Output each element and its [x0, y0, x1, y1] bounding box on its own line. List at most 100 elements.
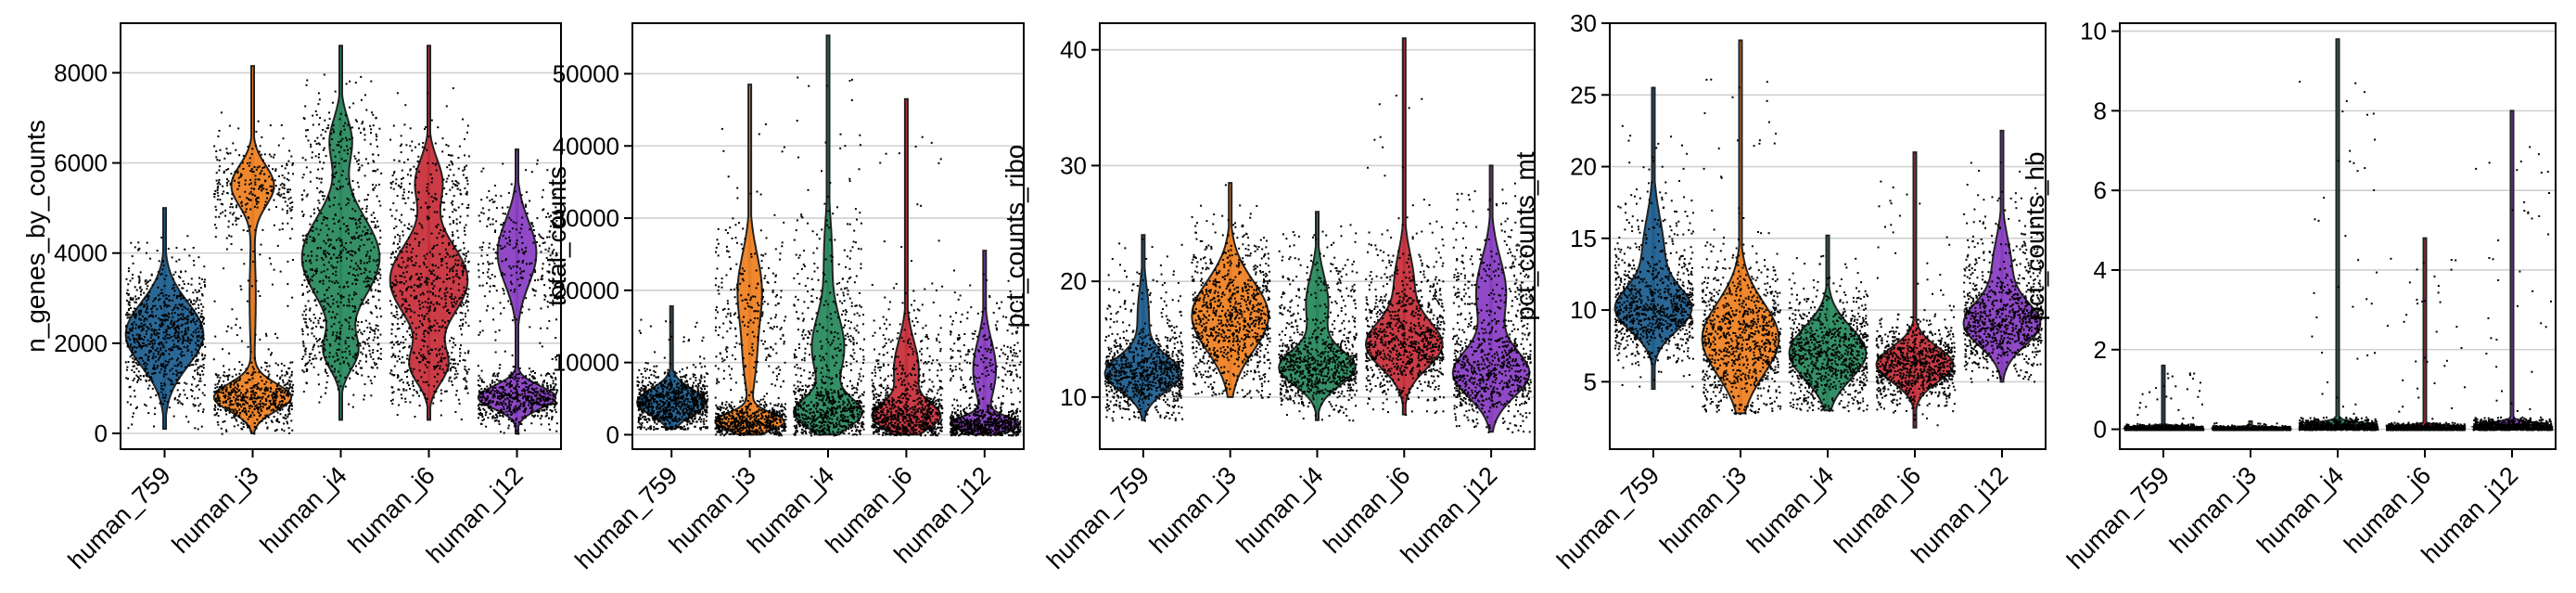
- x-tick-label: human_j3: [167, 461, 264, 559]
- violin-body: [2122, 364, 2205, 431]
- violin-human_j3: [212, 65, 295, 435]
- violin-human_j12: [477, 148, 559, 435]
- y-tick-label: 10: [1570, 296, 1597, 324]
- violin-points: [793, 76, 865, 437]
- x-tick-label: human_759: [1041, 461, 1154, 574]
- violin-points: [1278, 224, 1358, 422]
- x-tick-label: human_759: [2061, 461, 2174, 574]
- violin-body: [300, 45, 381, 421]
- violin-human_j6: [1364, 37, 1446, 417]
- y-tick-label: 4: [2094, 256, 2107, 284]
- x-tick-label: human_j12: [421, 461, 529, 569]
- violin-human_j6: [2385, 237, 2467, 432]
- violin-human_759: [2122, 364, 2205, 432]
- violin-body: [1364, 37, 1444, 416]
- violin-points: [2472, 146, 2554, 432]
- y-tick-label: 10000: [553, 349, 619, 377]
- y-tick-label: 0: [95, 419, 108, 447]
- x-tick-label: human_759: [569, 461, 682, 574]
- violin-points: [2212, 421, 2292, 432]
- y-axis-label: pct_counts_ribo: [1001, 145, 1029, 329]
- violin-points: [1962, 159, 2043, 383]
- panel-pct-counts-mt: 51015202530human_759human_j3human_j4huma…: [1511, 9, 2047, 574]
- panel-total-counts: 01000020000300004000050000human_759human…: [542, 22, 1025, 574]
- violin-body: [212, 65, 293, 434]
- y-tick-label: 6000: [54, 149, 108, 177]
- violin-human_j3: [714, 84, 787, 437]
- violin-human_j3: [1701, 39, 1782, 416]
- y-tick-label: 20000: [553, 277, 619, 304]
- y-tick-label: 4000: [54, 239, 108, 267]
- y-tick-label: 0: [2094, 416, 2107, 444]
- x-tick-label: human_j4: [255, 461, 352, 559]
- violin-points: [2123, 372, 2205, 432]
- violin-human_j4: [2298, 38, 2379, 432]
- panel-pct-counts-hb: 0246810human_759human_j3human_j4human_j6…: [2021, 18, 2557, 574]
- y-tick-label: 2: [2094, 336, 2107, 364]
- y-axis-label: pct_counts_hb: [2021, 151, 2049, 320]
- y-tick-label: 20: [1060, 267, 1087, 295]
- violin-human_j12: [949, 250, 1022, 437]
- violin-points: [871, 135, 944, 437]
- violin-points: [212, 111, 295, 435]
- y-tick-label: 40000: [553, 132, 619, 160]
- violin-points: [1365, 95, 1446, 417]
- violin-body: [871, 97, 942, 436]
- violin-points: [2385, 257, 2467, 432]
- violin-human_j4: [792, 34, 865, 437]
- y-axis-label: pct_counts_mt: [1511, 151, 1539, 320]
- x-tick-label: human_j3: [2164, 461, 2262, 559]
- violin-body: [949, 250, 1020, 436]
- violin-human_j4: [1278, 211, 1358, 422]
- y-tick-label: 30000: [553, 204, 619, 232]
- y-tick-label: 5: [1584, 367, 1597, 395]
- x-tick-label: human_j3: [1144, 461, 1242, 559]
- y-tick-label: 2000: [54, 329, 108, 357]
- y-tick-label: 50000: [553, 59, 619, 87]
- violin-human_j4: [300, 45, 383, 421]
- violin-human_j6: [389, 45, 470, 421]
- violin-points: [636, 318, 709, 432]
- x-tick-label: human_j4: [1231, 461, 1329, 559]
- y-tick-label: 6: [2094, 176, 2107, 204]
- violin-points: [1613, 124, 1695, 388]
- violin-human_759: [1613, 86, 1695, 391]
- violin-points: [949, 269, 1022, 437]
- violin-human_j6: [871, 97, 944, 437]
- y-tick-label: 8000: [54, 58, 108, 86]
- violin-points: [1875, 180, 1957, 427]
- violin-human_j3: [1191, 182, 1271, 399]
- violin-points: [1104, 238, 1185, 422]
- violin-body: [2386, 237, 2464, 431]
- y-tick-label: 10: [2080, 18, 2107, 45]
- y-axis-label: n_genes_by_counts: [21, 120, 50, 353]
- violin-points: [300, 73, 383, 408]
- y-tick-label: 30: [1570, 9, 1597, 37]
- violin-points: [1788, 254, 1869, 413]
- violin-points: [714, 122, 787, 437]
- violin-points: [477, 159, 559, 435]
- y-tick-label: 30: [1060, 151, 1087, 179]
- violin-points: [124, 235, 207, 431]
- panel-n-genes-by-counts: 02000400060008000human_759human_j3human_…: [21, 22, 562, 574]
- x-tick-label: human_j4: [1741, 461, 1839, 559]
- violin-points: [1452, 182, 1532, 433]
- violin-points: [1191, 184, 1271, 399]
- violin-points: [1701, 78, 1782, 416]
- y-axis-label: total_counts: [542, 166, 571, 306]
- violin-human_759: [636, 305, 709, 432]
- violin-body: [2469, 110, 2555, 431]
- violin-human_j4: [1788, 234, 1869, 413]
- y-tick-label: 25: [1570, 81, 1597, 109]
- y-tick-label: 20: [1570, 153, 1597, 181]
- violin-points: [2298, 81, 2379, 432]
- x-tick-label: human_j4: [2251, 461, 2349, 559]
- violin-human_j3: [2211, 420, 2292, 432]
- y-tick-label: 40: [1060, 36, 1087, 64]
- violin-human_j12: [1451, 164, 1532, 433]
- violin-body: [389, 45, 469, 421]
- violin-body: [714, 84, 785, 436]
- y-tick-label: 0: [606, 420, 619, 448]
- x-tick-label: human_j3: [1654, 461, 1752, 559]
